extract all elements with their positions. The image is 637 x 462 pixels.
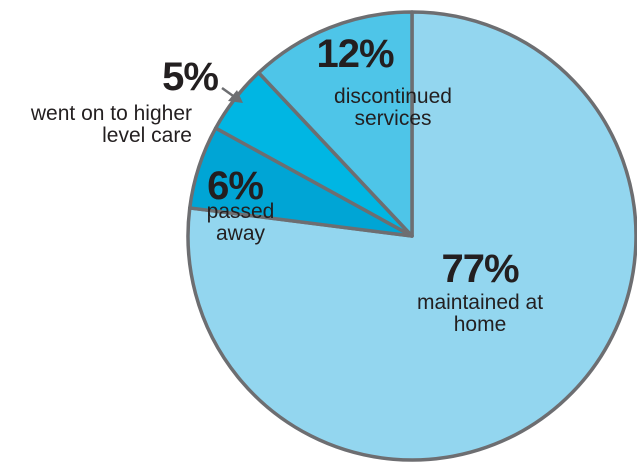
category-label: passed away <box>206 200 275 246</box>
category-label: went on to higher level care <box>30 102 192 148</box>
category-label: maintained at home <box>416 291 544 337</box>
value-label: 5% <box>162 55 219 99</box>
value-label: 77% <box>441 247 519 291</box>
category-label: discontinued services <box>334 85 452 131</box>
arrow-head <box>228 90 243 103</box>
value-label: 6% <box>207 164 264 208</box>
pie-slice <box>256 10 414 238</box>
value-label: 12% <box>316 32 394 76</box>
